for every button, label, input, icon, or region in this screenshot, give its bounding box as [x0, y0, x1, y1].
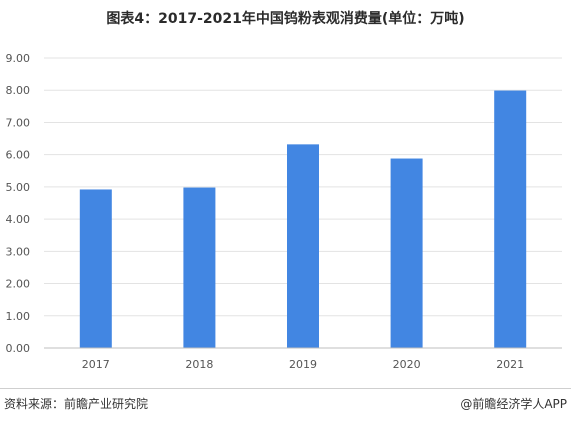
- x-tick-label: 2018: [185, 358, 213, 371]
- x-tick-label: 2019: [289, 358, 317, 371]
- x-tick-label: 2021: [496, 358, 524, 371]
- y-tick-label: 0.00: [6, 342, 31, 355]
- bar-2017: [79, 189, 112, 348]
- bar-2018: [183, 187, 216, 348]
- x-tick-label: 2020: [393, 358, 421, 371]
- source-bar: 资料来源：前瞻产业研究院 @前瞻经济学人APP: [0, 388, 571, 415]
- y-tick-label: 7.00: [6, 116, 31, 129]
- bar-2020: [390, 158, 423, 348]
- y-tick-label: 4.00: [6, 213, 31, 226]
- y-tick-label: 5.00: [6, 181, 31, 194]
- y-tick-label: 3.00: [6, 245, 31, 258]
- bars: [79, 90, 527, 349]
- bar-2021: [494, 90, 527, 349]
- y-tick-label: 9.00: [6, 52, 31, 65]
- y-tick-label: 6.00: [6, 149, 31, 162]
- x-tick-label: 2017: [82, 358, 110, 371]
- tick-labels: 0.00 1.00 2.00 3.00 4.00 5.00 6.00 7.00 8.00 9.00…: [6, 52, 525, 371]
- y-tick-label: 1.00: [6, 310, 31, 323]
- y-tick-label: 8.00: [6, 84, 31, 97]
- bar-2019: [287, 144, 319, 348]
- chart-title: 图表4：2017-2021年中国钨粉表观消费量(单位：万吨): [106, 11, 465, 27]
- source-note: 资料来源：前瞻产业研究院: [4, 397, 149, 411]
- y-tick-label: 2.00: [6, 278, 31, 291]
- publisher-credit: @前瞻经济学人APP: [460, 397, 567, 411]
